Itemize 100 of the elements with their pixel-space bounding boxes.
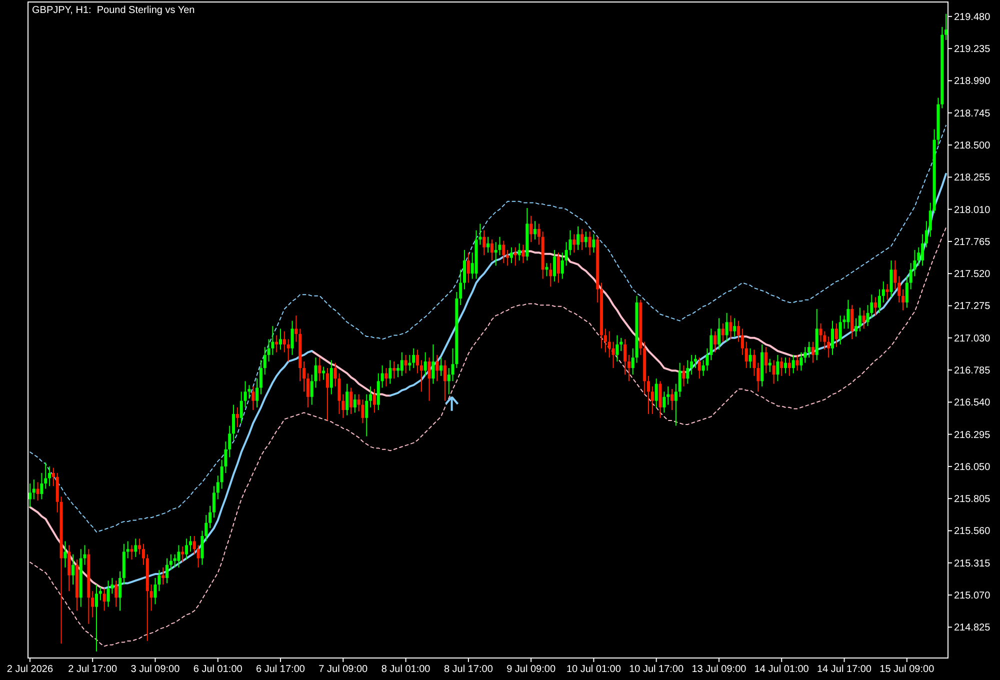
candlestick — [369, 386, 372, 408]
candlestick — [380, 364, 384, 388]
candlestick — [737, 320, 740, 342]
candlestick — [165, 558, 168, 584]
x-tick-label: 10 Jul 01:00 — [566, 664, 622, 675]
candlestick — [674, 383, 678, 426]
candlestick — [804, 346, 807, 364]
candlestick — [463, 249, 466, 290]
x-tick-label: 13 Jul 09:00 — [692, 664, 747, 675]
candlestick — [612, 341, 615, 369]
candlestick — [838, 315, 842, 345]
candlestick — [353, 394, 356, 414]
candlestick — [28, 483, 32, 508]
candlestick — [604, 328, 607, 353]
x-tick-label: 14 Jul 17:00 — [817, 664, 872, 675]
candlestick — [118, 570, 122, 612]
candlestick — [714, 330, 717, 353]
candlestick — [290, 320, 294, 356]
candlestick — [878, 288, 881, 314]
candlestick — [576, 226, 580, 250]
y-tick-label: 216.785 — [954, 366, 991, 377]
candlestick — [68, 544, 71, 592]
candlestick — [740, 328, 744, 356]
candlestick — [404, 354, 408, 374]
candlestick — [412, 348, 416, 369]
candlestick — [866, 304, 870, 327]
candlestick — [560, 252, 564, 280]
line-series — [29, 124, 947, 533]
candlestick — [898, 276, 901, 303]
candlestick — [106, 580, 110, 608]
candlestick — [196, 544, 200, 568]
y-tick-label: 215.070 — [954, 590, 991, 602]
candlestick — [800, 352, 803, 372]
candlestick — [650, 386, 654, 414]
candlestick — [365, 394, 368, 437]
y-tick-label: 217.275 — [954, 301, 991, 312]
candlestick — [811, 341, 814, 364]
candlestick — [698, 357, 701, 380]
x-tick-label: 14 Jul 01:00 — [754, 664, 810, 675]
candlestick — [181, 546, 184, 563]
candlestick — [917, 246, 920, 266]
candlestick — [686, 360, 690, 384]
candlestick — [862, 310, 866, 330]
candlestick — [584, 231, 588, 248]
x-tick-label: 8 Jul 01:00 — [381, 664, 431, 675]
candlestick — [95, 584, 98, 652]
candlestick — [924, 220, 928, 248]
candlestick — [808, 341, 811, 358]
candlestick — [428, 357, 431, 402]
candlestick — [592, 234, 596, 254]
y-tick-label: 218.745 — [954, 108, 991, 120]
x-tick-label: 3 Jul 09:00 — [130, 664, 180, 675]
candlestick — [408, 354, 412, 372]
candlestick — [252, 386, 255, 411]
candlestick — [768, 358, 772, 372]
candlestick — [169, 554, 172, 571]
candlestick — [858, 307, 862, 332]
candlestick — [654, 378, 658, 408]
candlestick — [318, 357, 322, 382]
candlestick — [240, 391, 243, 424]
candlestick — [748, 348, 752, 369]
candlestick — [142, 543, 145, 566]
candlestick — [776, 354, 780, 382]
candlestick — [432, 344, 435, 384]
candlestick — [388, 360, 392, 384]
y-tick-label: 215.805 — [954, 494, 991, 506]
candlestick — [928, 202, 932, 238]
candlestick — [372, 388, 376, 414]
candlestick — [690, 354, 694, 376]
x-tick-label: 10 Jul 17:00 — [629, 664, 684, 675]
candlestick — [658, 380, 662, 418]
candlestick — [588, 231, 592, 256]
candlestick — [522, 244, 525, 264]
candlestick — [834, 322, 838, 348]
candlestick — [330, 360, 333, 395]
candlestick — [102, 588, 106, 612]
candlestick — [64, 540, 67, 568]
y-tick-label: 216.050 — [954, 462, 991, 473]
y-tick-label: 218.990 — [954, 76, 991, 88]
candlestick — [944, 13, 948, 41]
candlestick — [342, 394, 345, 418]
candlestick — [126, 540, 130, 559]
candlestick — [549, 262, 552, 288]
candlestick — [396, 364, 400, 378]
candlestick — [780, 357, 784, 376]
candlestick — [792, 354, 795, 374]
candlestick — [349, 387, 352, 414]
candlestick — [784, 357, 788, 374]
candlestick — [40, 472, 44, 500]
candlestick — [733, 318, 736, 338]
candlestick — [537, 223, 540, 246]
y-tick-label: 219.235 — [954, 44, 991, 56]
candlestick — [236, 406, 239, 428]
candlestick — [279, 328, 282, 350]
candlestick — [533, 220, 536, 240]
candlestick — [36, 482, 40, 502]
candlestick — [682, 364, 686, 387]
candlestick — [580, 228, 584, 250]
candlestick — [275, 334, 278, 353]
candlestick — [52, 467, 55, 487]
